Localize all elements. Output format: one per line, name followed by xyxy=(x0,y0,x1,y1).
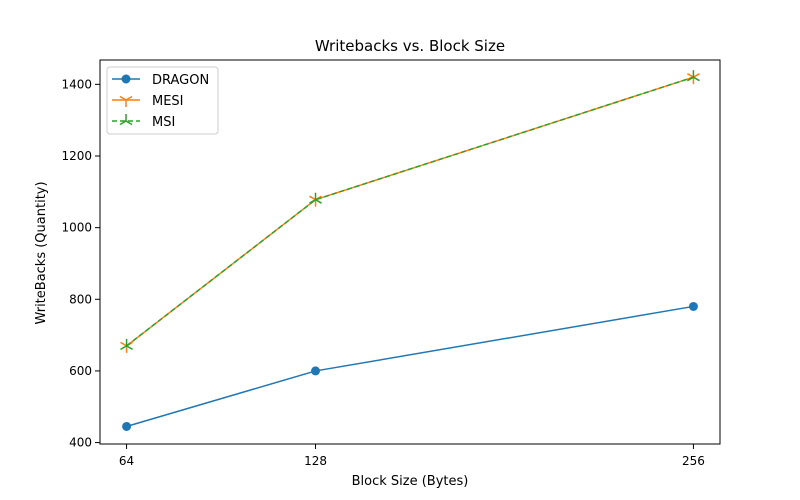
data-point-mesi xyxy=(686,73,700,85)
x-tick-label: 128 xyxy=(304,454,327,468)
data-point-msi xyxy=(309,192,322,204)
y-tick-label: 1200 xyxy=(61,149,92,163)
y-tick-label: 800 xyxy=(69,292,92,306)
series-dragon xyxy=(122,301,698,431)
x-axis-label: Block Size (Bytes) xyxy=(352,474,469,489)
data-point-dragon xyxy=(122,421,132,431)
legend: DRAGON MESI MSI xyxy=(106,66,219,135)
legend-marker-dragon xyxy=(121,74,131,84)
axes-frame xyxy=(99,59,721,445)
y-tick-label: 600 xyxy=(69,364,92,378)
plot-area: 64 128 256 400 600 800 1000 1200 1400 xyxy=(61,59,721,468)
x-tick-label: 256 xyxy=(682,454,705,468)
legend-entry-dragon: DRAGON xyxy=(112,73,209,88)
y-axis-label: WriteBacks (Quantity) xyxy=(34,181,49,324)
legend-label-msi: MSI xyxy=(152,115,175,130)
chart-title: Writebacks vs. Block Size xyxy=(315,37,505,55)
x-tick-label: 64 xyxy=(119,454,134,468)
legend-label-mesi: MESI xyxy=(152,94,184,109)
y-tick-label: 1400 xyxy=(61,77,92,91)
data-point-dragon xyxy=(311,366,321,376)
legend-label-dragon: DRAGON xyxy=(152,73,209,88)
y-tick-label: 400 xyxy=(69,436,92,450)
legend-entry-msi: MSI xyxy=(112,114,175,130)
series-msi xyxy=(120,70,700,351)
legend-marker-mesi xyxy=(119,95,133,107)
y-tick-label: 1000 xyxy=(61,221,92,235)
legend-marker-msi xyxy=(119,114,133,126)
legend-entry-mesi: MESI xyxy=(112,94,184,109)
data-point-msi xyxy=(120,338,134,351)
data-point-msi xyxy=(686,70,700,82)
legend-box xyxy=(106,66,219,135)
data-point-dragon xyxy=(688,301,698,311)
